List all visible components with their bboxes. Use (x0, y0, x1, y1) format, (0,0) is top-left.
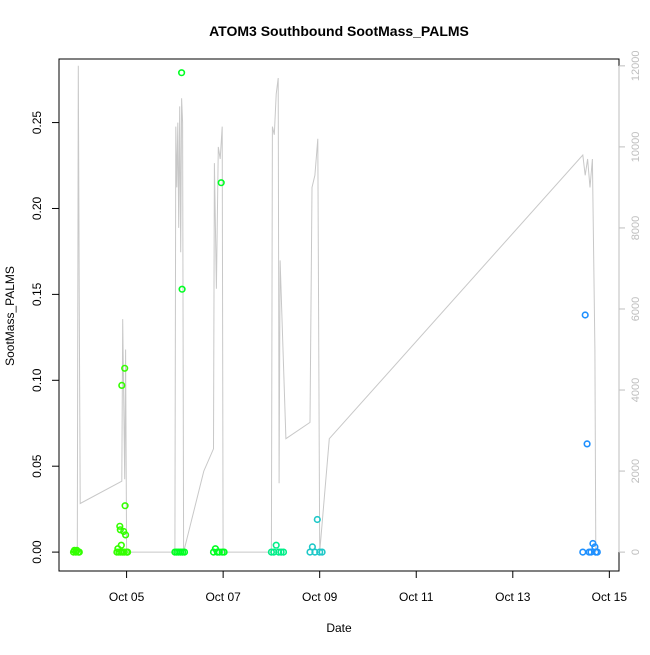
data-point (121, 531, 130, 539)
data-point (75, 548, 83, 556)
y-tick-label: 0.00 (30, 540, 44, 564)
data-point (120, 548, 128, 556)
data-point (318, 548, 326, 556)
data-point (279, 548, 288, 556)
data-point (583, 440, 591, 448)
y-tick-label: 0.15 (30, 282, 44, 306)
x-tick-label: Oct 15 (592, 590, 628, 604)
y-axis-label: SootMass_PALMS (3, 266, 17, 366)
x-axis: Oct 05 Oct 07 Oct 09 Oct 11 Oct 13 Oct 15 (109, 570, 628, 604)
y2-tick-label: 2000 (630, 459, 642, 483)
y2-tick-label: 8000 (630, 216, 642, 240)
y-tick-label: 0.05 (30, 454, 44, 478)
soot-points (69, 69, 601, 556)
x-tick-label: Oct 05 (109, 590, 145, 604)
x-tick-label: Oct 07 (205, 590, 241, 604)
y-tick-label: 0.25 (30, 111, 44, 135)
data-point (267, 548, 276, 556)
data-point (313, 515, 321, 524)
data-point (581, 311, 589, 319)
x-tick-label: Oct 13 (495, 590, 531, 604)
data-point (118, 381, 126, 390)
data-point (121, 502, 129, 510)
chart-title: ATOM3 Southbound SootMass_PALMS (209, 23, 469, 39)
data-point (180, 548, 189, 556)
x-tick-label: Oct 09 (302, 590, 338, 604)
data-point (272, 541, 280, 549)
data-point (275, 548, 283, 556)
data-point (178, 285, 186, 293)
y2-tick-label: 4000 (630, 378, 642, 402)
data-point (123, 548, 132, 556)
x-tick-label: Oct 11 (399, 590, 434, 604)
y2-tick-label: 12000 (630, 51, 642, 82)
data-point (220, 548, 228, 556)
y-axis-right: 0 2000 4000 6000 8000 10000 12000 (618, 51, 642, 555)
y2-tick-label: 6000 (630, 297, 642, 321)
data-point (121, 364, 129, 372)
altitude-series (76, 65, 597, 553)
data-point (316, 548, 324, 556)
data-point (277, 548, 285, 556)
y-tick-label: 0.20 (30, 196, 44, 220)
data-point (116, 522, 124, 530)
y2-tick-label: 0 (630, 549, 642, 555)
data-point (593, 548, 601, 556)
y-tick-label: 0.10 (30, 368, 44, 392)
y-axis-left: 0.00 0.05 0.10 0.15 0.20 0.25 (30, 111, 59, 564)
data-point (117, 541, 125, 549)
x-axis-label: Date (326, 621, 352, 635)
data-point (217, 179, 225, 187)
data-point (178, 69, 186, 77)
y2-tick-label: 10000 (630, 132, 642, 163)
altitude-line (76, 65, 597, 553)
